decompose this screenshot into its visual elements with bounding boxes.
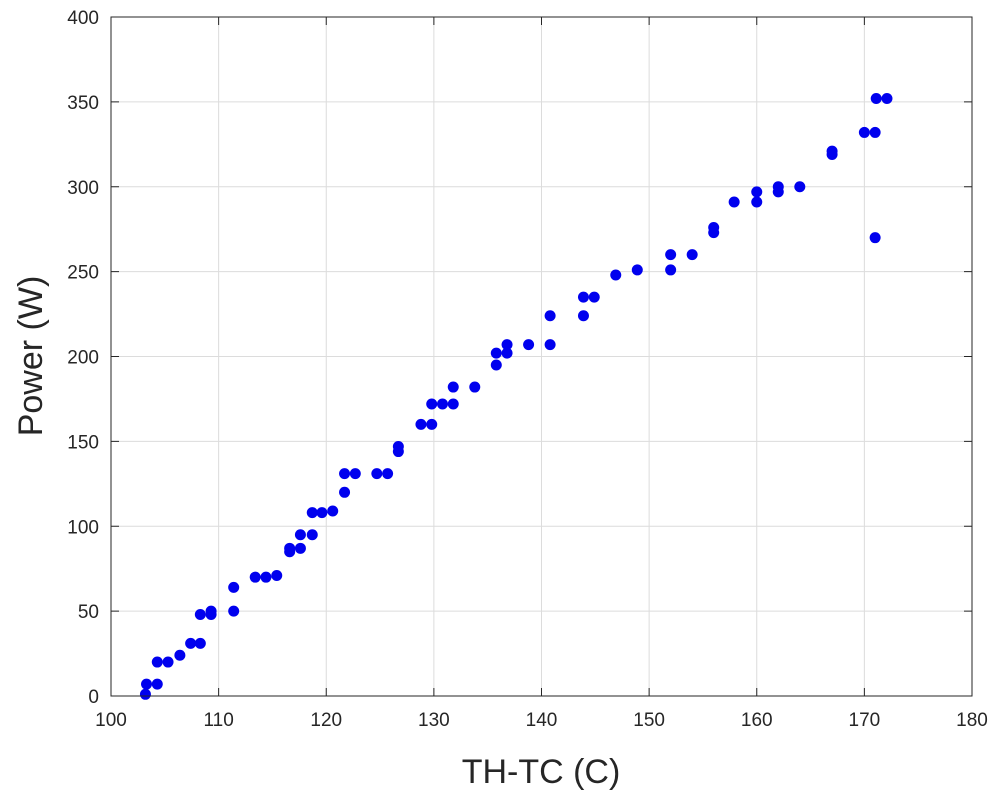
x-tick-label: 170 [849,710,881,731]
data-point [490,359,502,371]
x-tick-label: 100 [95,710,127,731]
data-point [751,186,763,198]
data-point [316,507,328,519]
y-tick-label: 0 [88,687,99,708]
data-point [469,381,481,393]
data-point [870,92,882,104]
data-point [631,264,643,276]
data-point [436,398,448,410]
data-point [271,569,283,581]
data-point [306,529,318,541]
x-tick-label: 160 [741,710,773,731]
data-point [151,678,163,690]
data-point [382,468,394,480]
data-point [141,678,153,690]
data-point [426,398,438,410]
data-point [858,126,870,138]
data-point [228,581,240,593]
data-point [728,196,740,208]
data-point [577,310,589,322]
data-point [139,688,151,700]
data-point [826,145,838,157]
data-point [794,181,806,193]
data-point [881,92,893,104]
data-point [523,339,535,351]
data-point [185,637,197,649]
data-point [426,418,438,430]
data-point [151,656,163,668]
x-tick-label: 110 [203,710,233,731]
data-points [139,92,893,700]
x-tick-label: 150 [633,710,665,731]
axis-ticks: 100 110 120 130 140 150 160 170 180 0 50 100 150 200 2… [67,8,988,731]
data-point [415,418,427,430]
data-point [306,507,318,519]
data-point [772,181,784,193]
data-point [577,291,589,303]
data-point [447,381,459,393]
data-point [339,486,351,498]
data-point [249,571,261,583]
x-tick-label: 130 [418,710,450,731]
x-axis-title: TH-TC (C) [462,753,621,791]
data-point [174,649,186,661]
data-point [392,440,404,452]
data-point [665,264,677,276]
data-point [228,605,240,617]
y-tick-label: 250 [67,263,99,284]
data-point [501,339,513,351]
x-tick-label: 180 [956,710,988,731]
data-point [751,196,763,208]
data-point [294,529,306,541]
data-point [294,542,306,554]
data-point [371,468,383,480]
y-tick-label: 400 [67,8,99,29]
data-point [869,126,881,138]
data-point [194,609,206,621]
x-tick-label: 140 [526,710,558,731]
y-tick-label: 300 [67,178,99,199]
data-point [490,347,502,359]
data-point [869,232,881,244]
y-tick-label: 150 [67,432,99,453]
data-point [162,656,174,668]
x-tick-label: 120 [310,710,342,731]
grid-lines [111,17,972,696]
data-point [686,249,698,261]
y-axis-title: Power (W) [12,276,50,437]
data-point [284,542,296,554]
y-tick-label: 100 [67,517,99,538]
data-point [447,398,459,410]
data-point [205,605,217,617]
data-point [260,571,272,583]
data-point [327,505,339,517]
y-tick-label: 350 [67,93,99,114]
data-point [708,221,720,233]
data-point [610,269,622,281]
data-point [349,468,361,480]
data-point [665,249,677,261]
data-point [588,291,600,303]
y-tick-label: 200 [67,348,99,369]
data-point [194,637,206,649]
data-point [501,347,513,359]
data-point [544,339,556,351]
data-point [544,310,556,322]
y-tick-label: 50 [78,602,99,623]
data-point [339,468,351,480]
